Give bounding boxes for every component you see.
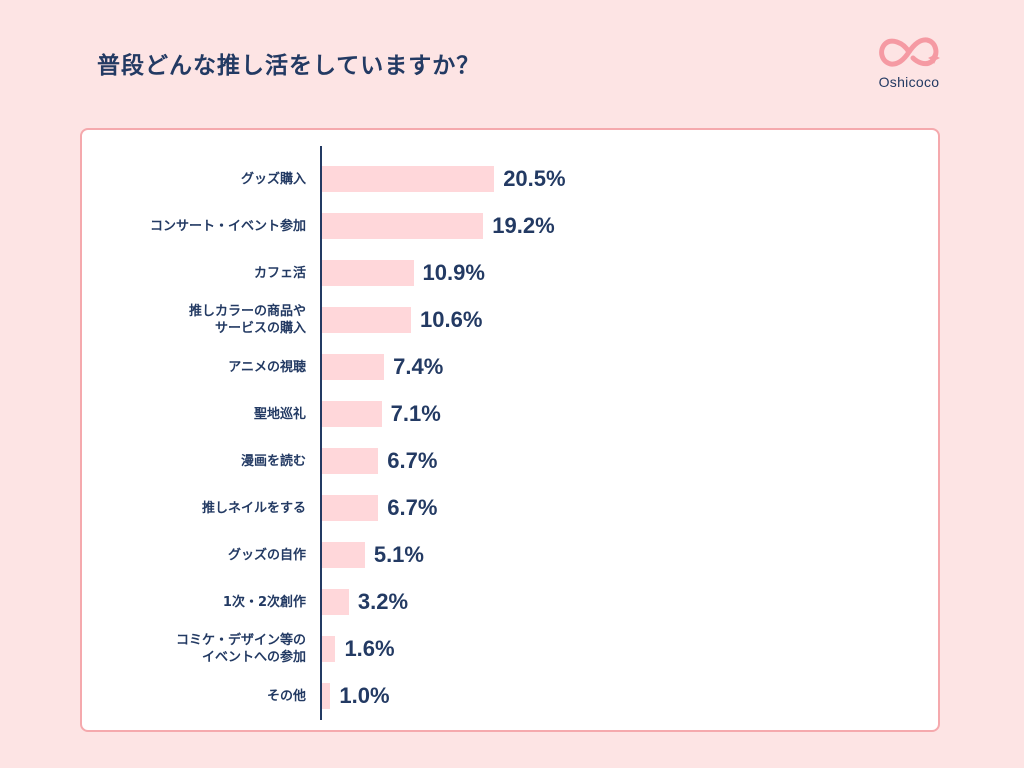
bar <box>322 166 495 192</box>
category-label: コミケ・デザイン等の イベントへの参加 <box>175 633 306 665</box>
value-label: 7.4% <box>393 354 444 379</box>
bar <box>322 495 379 521</box>
bar <box>322 213 484 239</box>
category-label: カフェ活 <box>253 265 306 281</box>
bar-row: 推しカラーの商品や サービスの購入 10.6% <box>82 297 938 343</box>
bar-row: グッズ購入 20.5% <box>82 156 938 202</box>
value-label: 1.6% <box>344 636 395 661</box>
value-label: 10.9% <box>422 260 485 285</box>
category-label: アニメの視聴 <box>228 359 306 375</box>
bar-row: アニメの視聴 7.4% <box>82 344 938 390</box>
bar <box>322 307 412 333</box>
page-title: 普段どんな推し活をしていますか？ <box>97 53 481 79</box>
bar <box>322 260 414 286</box>
bar <box>322 636 336 662</box>
logo: Oshicoco <box>868 34 950 96</box>
value-label: 6.7% <box>387 495 438 520</box>
value-label: 3.2% <box>357 589 409 614</box>
category-label: 漫画を読む <box>240 453 306 469</box>
category-label: コンサート・イベント参加 <box>149 218 306 234</box>
category-label: その他 <box>266 688 306 704</box>
value-label: 10.6% <box>420 307 483 332</box>
bar-row: コミケ・デザイン等の イベントへの参加 1.6% <box>82 626 938 672</box>
bar-row: グッズの自作 5.1% <box>82 532 938 578</box>
category-label: 聖地巡礼 <box>253 406 306 422</box>
category-label: 推しカラーの商品や サービスの購入 <box>188 304 306 336</box>
value-label: 6.7% <box>387 448 438 473</box>
bar-row: コンサート・イベント参加 19.2% <box>82 203 938 249</box>
bar-row: その他 1.0% <box>82 673 938 719</box>
value-label: 19.2% <box>492 213 555 238</box>
category-label: グッズ購入 <box>240 171 306 187</box>
category-label: 推しネイルをする <box>201 500 306 516</box>
bar-row: 1次・2次創作 3.2% <box>82 579 938 625</box>
bar <box>322 448 379 474</box>
category-label: 1次・2次創作 <box>222 594 306 610</box>
value-label: 7.1% <box>390 401 441 426</box>
bar <box>322 542 365 568</box>
logo-text: Oshicoco <box>878 74 940 90</box>
bar <box>322 683 331 709</box>
bar-row: 推しネイルをする 6.7% <box>82 485 938 531</box>
bar-row: 漫画を読む 6.7% <box>82 438 938 484</box>
value-label: 5.1% <box>373 542 424 567</box>
value-label: 20.5% <box>503 166 566 191</box>
bar <box>322 589 349 615</box>
value-label: 1.0% <box>339 683 390 708</box>
bar-row: カフェ活 10.9% <box>82 250 938 296</box>
y-axis-line <box>320 146 322 720</box>
bar-row: 聖地巡礼 7.1% <box>82 391 938 437</box>
logo-icon <box>879 37 940 67</box>
category-label: グッズの自作 <box>227 547 306 563</box>
bar <box>322 354 385 380</box>
chart-card: グッズ購入 20.5% コンサート・イベント参加 19.2% カフェ活 10.9% 推しカラ… <box>80 128 940 732</box>
bar <box>322 401 382 427</box>
